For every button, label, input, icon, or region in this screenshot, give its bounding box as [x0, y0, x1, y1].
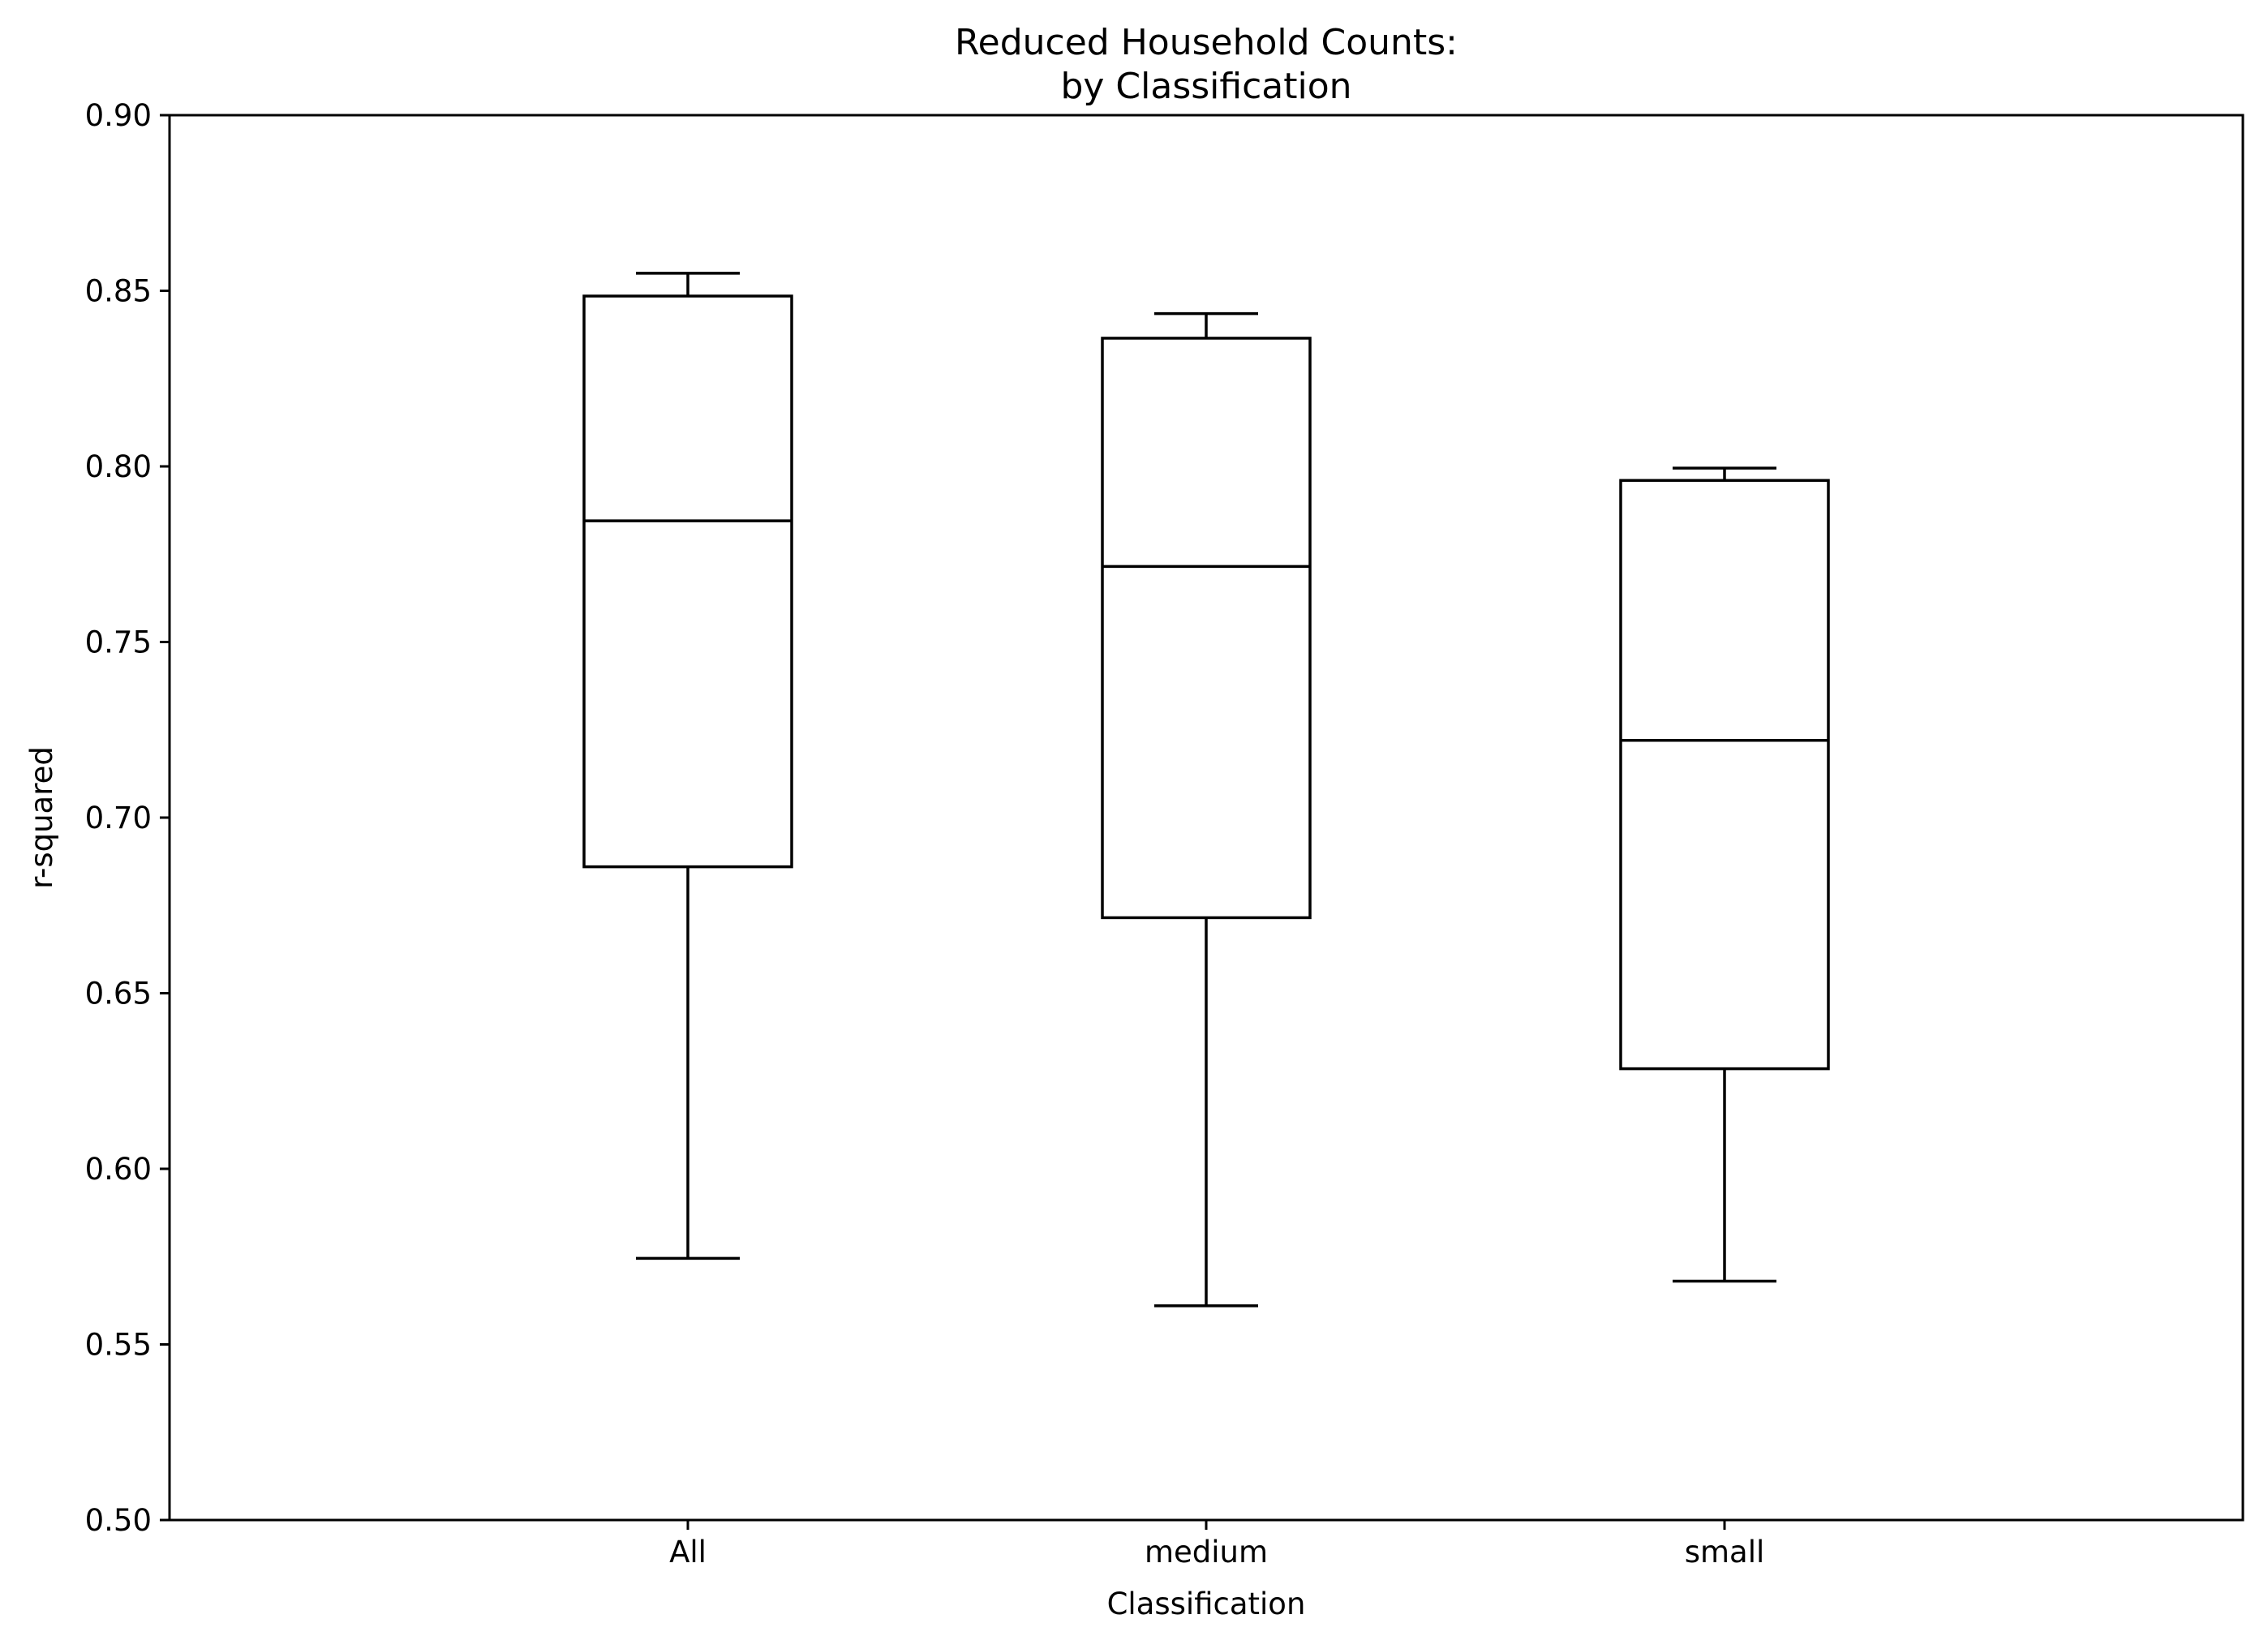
iqr-box — [1619, 479, 1830, 1071]
x-tick-label: medium — [1145, 1535, 1268, 1570]
box-medium — [1101, 311, 1312, 1308]
iqr-box — [582, 294, 793, 869]
y-tick-label: 0.55 — [85, 1328, 152, 1363]
y-tick-label: 0.75 — [85, 625, 152, 660]
y-tick-label: 0.65 — [85, 977, 152, 1011]
y-tick-label: 0.90 — [85, 98, 152, 133]
y-axis-ticks: 0.50 0.55 0.60 0.65 0.70 0.75 0.80 0.85 0.90 — [85, 98, 170, 1538]
y-tick-label: 0.80 — [85, 449, 152, 484]
x-tick-label: small — [1685, 1535, 1765, 1570]
iqr-box — [1101, 337, 1312, 920]
x-axis-label: Classification — [1107, 1587, 1306, 1621]
y-tick-label: 0.85 — [85, 274, 152, 309]
x-tick-label: All — [669, 1535, 707, 1570]
y-tick-label: 0.60 — [85, 1152, 152, 1187]
chart-subtitle: by Classification — [1060, 66, 1351, 107]
x-axis-ticks: All medium small — [669, 1520, 1764, 1570]
y-tick-label: 0.70 — [85, 801, 152, 835]
box-small — [1619, 466, 1830, 1283]
y-axis-label: r-squared — [24, 746, 59, 889]
plot-area-frame — [168, 114, 2244, 1522]
box-all — [582, 272, 793, 1260]
chart-title: Reduced Household Counts: — [955, 22, 1458, 63]
box-series — [582, 272, 1830, 1308]
y-tick-label: 0.50 — [85, 1503, 152, 1538]
